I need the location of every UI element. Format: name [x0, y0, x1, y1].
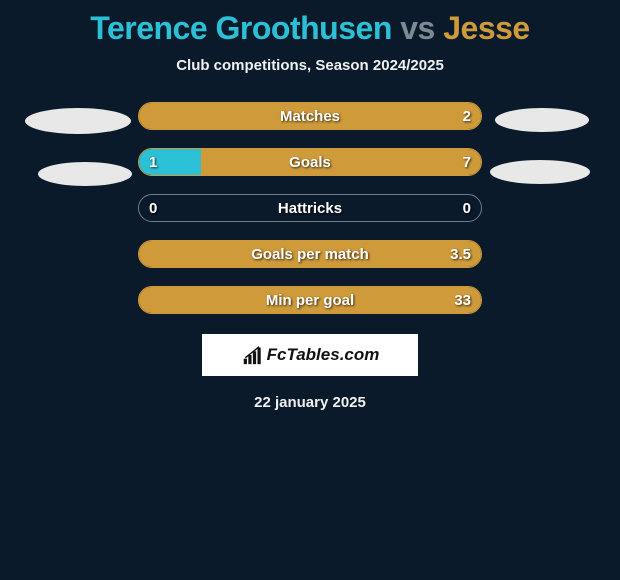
stat-row: 2Matches	[138, 102, 482, 130]
bar-fill-player2	[139, 241, 481, 267]
silhouette-shape	[495, 108, 589, 132]
page-title: Terence Groothusen vs Jesse	[90, 10, 529, 47]
player2-name: Jesse	[443, 10, 529, 46]
silhouette-shape	[38, 162, 132, 186]
stat-row: 3.5Goals per match	[138, 240, 482, 268]
stat-bars: 2Matches 17Goals 0 0Hattricks 3.5Goals per m…	[138, 102, 482, 332]
logo-text: FcTables.com	[267, 345, 380, 365]
comparison-card: Terence Groothusen vs Jesse Club competi…	[0, 0, 620, 411]
bar-fill-player2	[201, 149, 481, 175]
stat-value-player2: 0	[463, 195, 471, 221]
silhouette-shape	[25, 108, 131, 134]
stat-label: Hattricks	[139, 195, 481, 221]
silhouette-shape	[490, 160, 590, 184]
stat-value-player1: 0	[149, 195, 157, 221]
stat-row: 0 0Hattricks	[138, 194, 482, 222]
stat-row: 33Min per goal	[138, 286, 482, 314]
player1-silhouette	[18, 102, 138, 214]
chart-area: 2Matches 17Goals 0 0Hattricks 3.5Goals per m…	[0, 102, 620, 332]
title-vs: vs	[400, 10, 435, 46]
bar-fill-player1	[139, 149, 201, 175]
bar-fill-player2	[139, 287, 481, 313]
player1-name: Terence Groothusen	[90, 10, 392, 46]
stat-row: 17Goals	[138, 148, 482, 176]
bar-fill-player2	[139, 103, 481, 129]
player2-silhouette	[482, 102, 602, 212]
date-label: 22 january 2025	[254, 394, 366, 411]
logo: FcTables.com	[202, 334, 418, 376]
logo-icon	[241, 344, 263, 366]
subtitle: Club competitions, Season 2024/2025	[176, 57, 444, 74]
